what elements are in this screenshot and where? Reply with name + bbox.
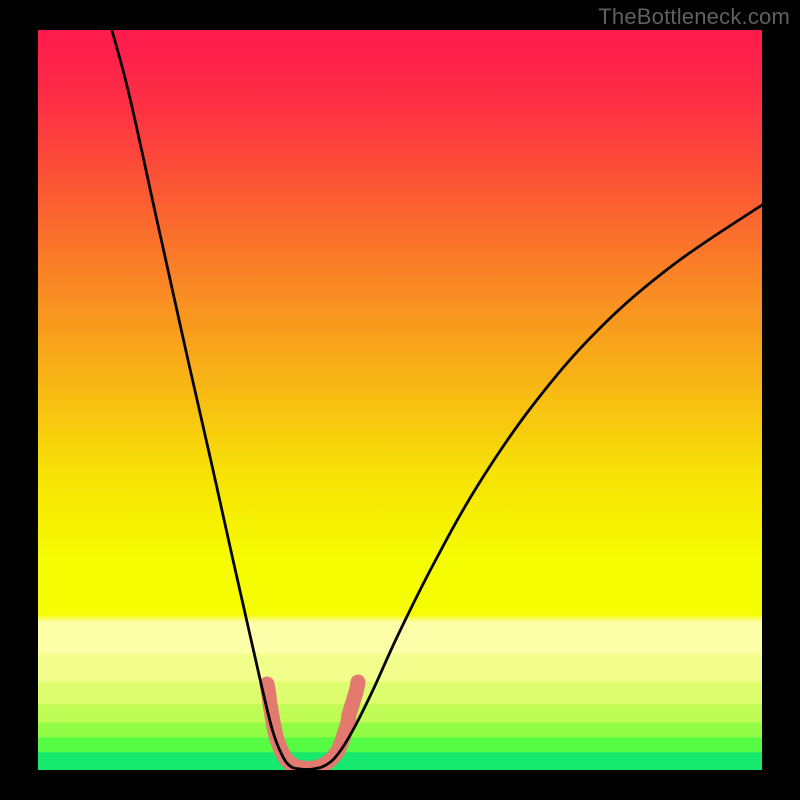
chart-canvas: TheBottleneck.com <box>0 0 800 800</box>
watermark-text: TheBottleneck.com <box>598 4 790 30</box>
black-v-curve <box>106 30 762 769</box>
plot-area <box>38 30 762 770</box>
curves-layer <box>38 30 762 770</box>
pink-marker-curve <box>267 682 358 769</box>
